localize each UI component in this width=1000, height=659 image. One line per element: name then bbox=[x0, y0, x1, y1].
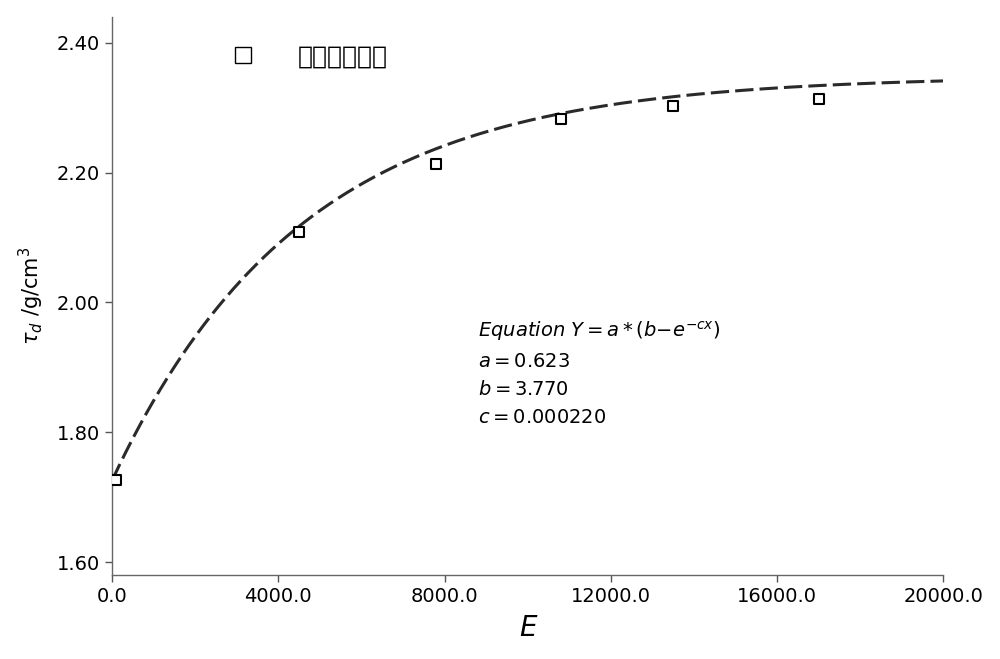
X-axis label: E: E bbox=[519, 614, 536, 643]
Y-axis label: $\tau_d$ /g/cm$^3$: $\tau_d$ /g/cm$^3$ bbox=[17, 246, 46, 345]
Text: $\mathit{Equation\ Y = a*(b{-}e^{-cx})}$
$\mathit{a = 0.623}$
$\mathit{b = 3.770: $\mathit{Equation\ Y = a*(b{-}e^{-cx})}$… bbox=[478, 319, 720, 426]
Point bbox=[291, 227, 307, 237]
Point bbox=[553, 114, 569, 125]
Point bbox=[665, 101, 681, 111]
Point bbox=[428, 159, 444, 169]
Legend: 挖坑检测密度: 挖坑检测密度 bbox=[208, 35, 398, 79]
Point bbox=[811, 94, 827, 104]
Point bbox=[108, 474, 124, 485]
